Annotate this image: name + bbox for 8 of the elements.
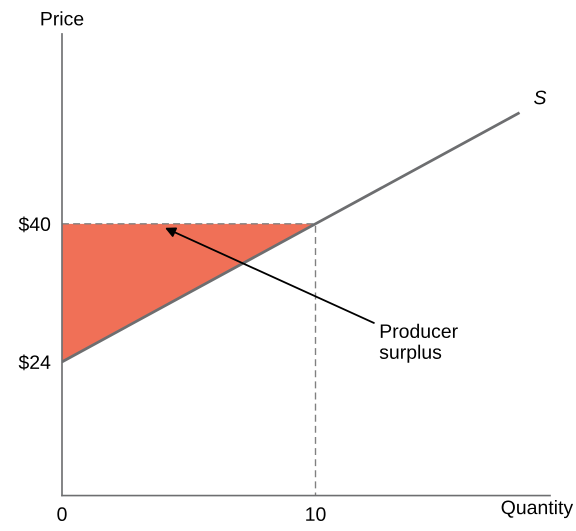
y-tick-label: $40	[18, 216, 50, 232]
series-label: S	[534, 90, 546, 104]
annotation: Producer surplus	[380, 324, 458, 363]
x-tick-label: 0	[57, 507, 67, 521]
x-tick-label: 10	[306, 507, 326, 521]
y-axis-title: Price	[41, 11, 84, 26]
x-axis-title: Quantity	[502, 500, 574, 518]
y-tick-label: $24	[18, 354, 50, 370]
